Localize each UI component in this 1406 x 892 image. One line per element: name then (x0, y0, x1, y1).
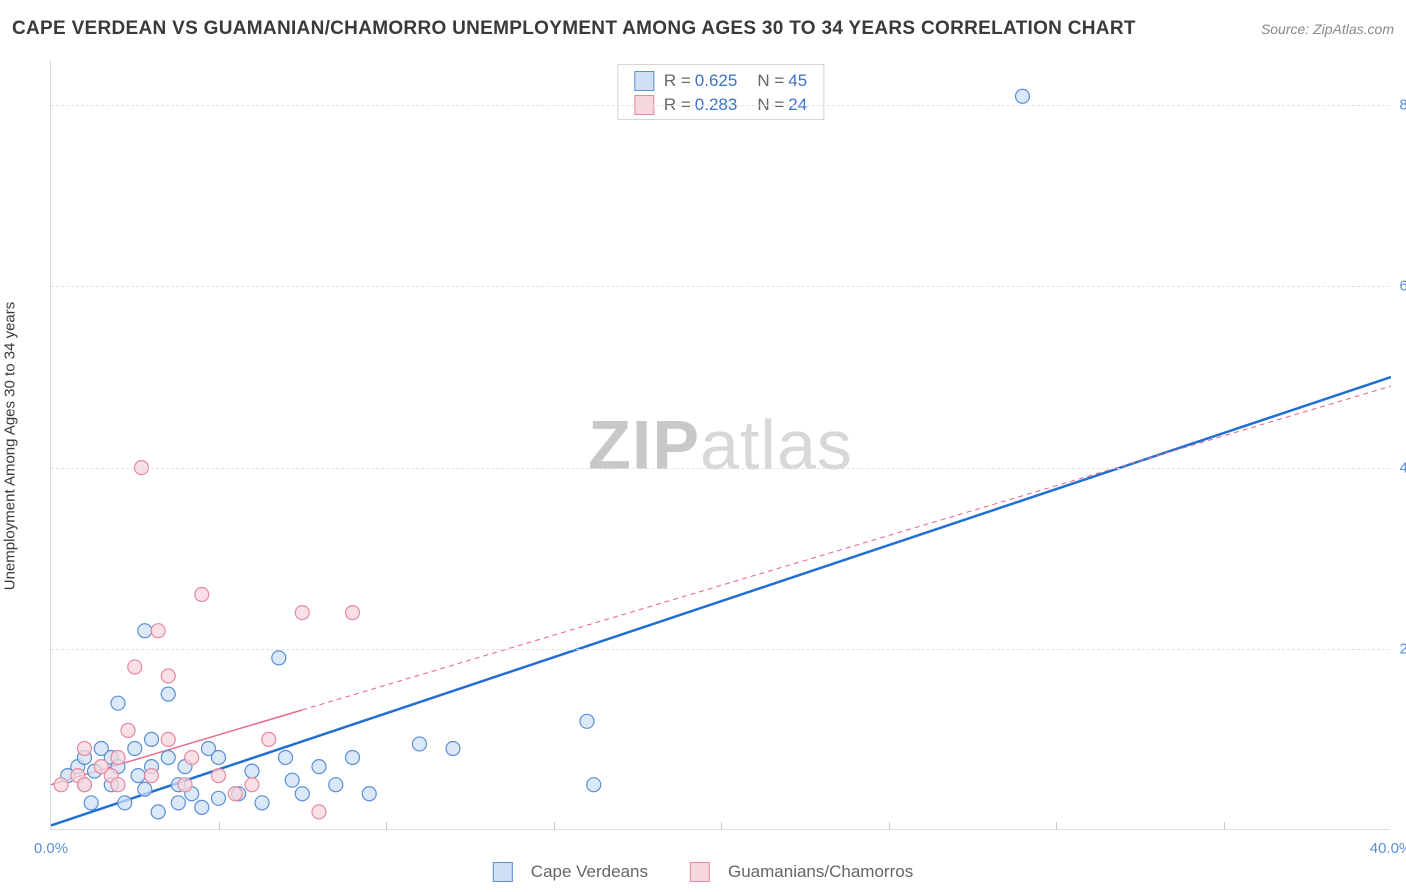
data-point (446, 741, 460, 755)
x-minor-tick (1224, 822, 1225, 830)
data-point (195, 587, 209, 601)
gridline-h (51, 105, 1390, 106)
n-label: N = (757, 71, 784, 91)
data-point (161, 732, 175, 746)
data-point (161, 687, 175, 701)
x-minor-tick (219, 822, 220, 830)
data-point (329, 778, 343, 792)
trend-line (51, 377, 1391, 825)
data-point (587, 778, 601, 792)
data-point (312, 805, 326, 819)
data-point (346, 751, 360, 765)
stat-row-capeverdean: R = 0.625 N = 45 (618, 69, 823, 93)
bottom-legend: Cape Verdeans Guamanians/Chamorros (493, 862, 913, 882)
data-point (255, 796, 269, 810)
chart-title: CAPE VERDEAN VS GUAMANIAN/CHAMORRO UNEMP… (12, 18, 1136, 40)
data-point (84, 796, 98, 810)
data-point (295, 606, 309, 620)
data-point (161, 669, 175, 683)
data-point (111, 778, 125, 792)
data-point (185, 751, 199, 765)
y-tick-label: 40.0% (1399, 459, 1406, 476)
data-point (195, 800, 209, 814)
data-point (145, 769, 159, 783)
data-point (212, 791, 226, 805)
source-attribution: Source: ZipAtlas.com (1261, 21, 1394, 37)
data-point (138, 782, 152, 796)
y-tick-label: 60.0% (1399, 278, 1406, 295)
data-point (312, 760, 326, 774)
data-point (262, 732, 276, 746)
data-point (245, 778, 259, 792)
data-point (295, 787, 309, 801)
data-point (413, 737, 427, 751)
data-point (285, 773, 299, 787)
data-point (151, 805, 165, 819)
data-point (54, 778, 68, 792)
data-point (111, 751, 125, 765)
data-point (362, 787, 376, 801)
data-point (178, 778, 192, 792)
legend-label: Cape Verdeans (531, 862, 648, 882)
data-point (245, 764, 259, 778)
legend-swatch-capeverdean (493, 862, 513, 882)
data-point (272, 651, 286, 665)
x-tick-label: 0.0% (34, 840, 68, 857)
x-minor-tick (721, 822, 722, 830)
legend-label: Guamanians/Chamorros (728, 862, 913, 882)
swatch-capeverdean (634, 71, 654, 91)
x-minor-tick (554, 822, 555, 830)
data-point (78, 741, 92, 755)
data-point (118, 796, 132, 810)
gridline-h (51, 468, 1390, 469)
legend-item-guamanian: Guamanians/Chamorros (690, 862, 913, 882)
data-point (1016, 89, 1030, 103)
y-tick-label: 80.0% (1399, 97, 1406, 114)
data-point (128, 660, 142, 674)
data-point (145, 732, 159, 746)
gridline-h (51, 286, 1390, 287)
legend-swatch-guamanian (690, 862, 710, 882)
title-bar: CAPE VERDEAN VS GUAMANIAN/CHAMORRO UNEMP… (12, 18, 1394, 40)
x-minor-tick (1056, 822, 1057, 830)
data-point (346, 606, 360, 620)
n-value: 45 (788, 71, 807, 91)
x-tick-label: 40.0% (1370, 840, 1406, 857)
data-point (580, 714, 594, 728)
x-minor-tick (386, 822, 387, 830)
x-minor-tick (889, 822, 890, 830)
data-point (111, 696, 125, 710)
legend-item-capeverdean: Cape Verdeans (493, 862, 648, 882)
y-axis-label-text: Unemployment Among Ages 30 to 34 years (2, 302, 19, 591)
data-point (78, 778, 92, 792)
y-tick-label: 20.0% (1399, 640, 1406, 657)
data-point (212, 769, 226, 783)
data-point (161, 751, 175, 765)
scatter-plot-area: ZIPatlas R = 0.625 N = 45 R = 0.283 N = … (50, 60, 1390, 830)
gridline-h (51, 649, 1390, 650)
data-point (228, 787, 242, 801)
data-point (171, 796, 185, 810)
data-point (131, 769, 145, 783)
data-point (138, 624, 152, 638)
data-point (151, 624, 165, 638)
r-label: R = (664, 71, 691, 91)
svg-layer (51, 60, 1391, 830)
stat-legend: R = 0.625 N = 45 R = 0.283 N = 24 (617, 64, 824, 120)
data-point (121, 723, 135, 737)
data-point (128, 741, 142, 755)
r-value: 0.625 (695, 71, 738, 91)
trend-line-extrapolated (302, 386, 1391, 710)
data-point (279, 751, 293, 765)
data-point (212, 751, 226, 765)
